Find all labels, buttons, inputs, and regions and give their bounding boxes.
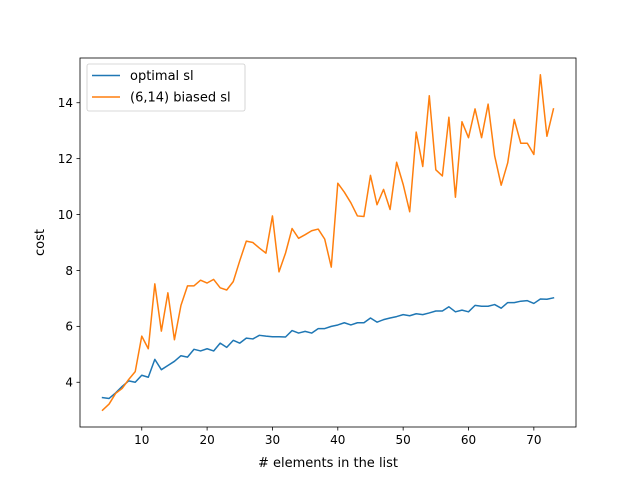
legend: optimal sl (6,14) biased sl [86, 63, 246, 112]
legend-label-optimal-sl: optimal sl [130, 69, 194, 84]
plot-area [80, 58, 576, 427]
y-tick-label: 4 [65, 376, 73, 390]
x-axis-ticks: 10 20 30 40 50 60 70 [134, 427, 541, 447]
series-line-1 [101, 74, 555, 412]
y-tick-label: 14 [58, 96, 73, 110]
x-axis-label: # elements in the list [258, 456, 398, 471]
x-tick-label: 60 [461, 433, 476, 447]
x-tick-label: 70 [526, 433, 541, 447]
y-axis-ticks: 4 6 8 10 12 14 [58, 96, 80, 390]
x-tick-label: 10 [134, 433, 149, 447]
y-tick-label: 10 [58, 208, 73, 222]
y-tick-label: 8 [65, 264, 73, 278]
series-layer [101, 74, 555, 412]
x-tick-label: 20 [199, 433, 214, 447]
plot-frame [79, 57, 577, 428]
legend-label-biased-sl: (6,14) biased sl [130, 91, 231, 106]
y-axis-label: cost [33, 229, 48, 256]
x-tick-label: 50 [396, 433, 411, 447]
legend-box [86, 63, 246, 112]
series-line-0 [101, 296, 555, 400]
x-tick-label: 40 [330, 433, 345, 447]
y-tick-label: 6 [65, 320, 73, 334]
y-tick-label: 12 [58, 152, 73, 166]
x-tick-label: 30 [265, 433, 280, 447]
